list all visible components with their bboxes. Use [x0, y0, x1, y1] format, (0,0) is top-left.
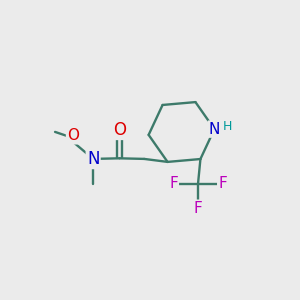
Text: F: F: [194, 201, 203, 216]
Text: F: F: [169, 176, 178, 191]
Text: N: N: [87, 150, 99, 168]
Text: F: F: [218, 176, 227, 191]
Text: N: N: [209, 122, 220, 136]
Text: O: O: [113, 121, 126, 139]
Text: H: H: [222, 120, 232, 133]
Text: O: O: [67, 128, 79, 143]
